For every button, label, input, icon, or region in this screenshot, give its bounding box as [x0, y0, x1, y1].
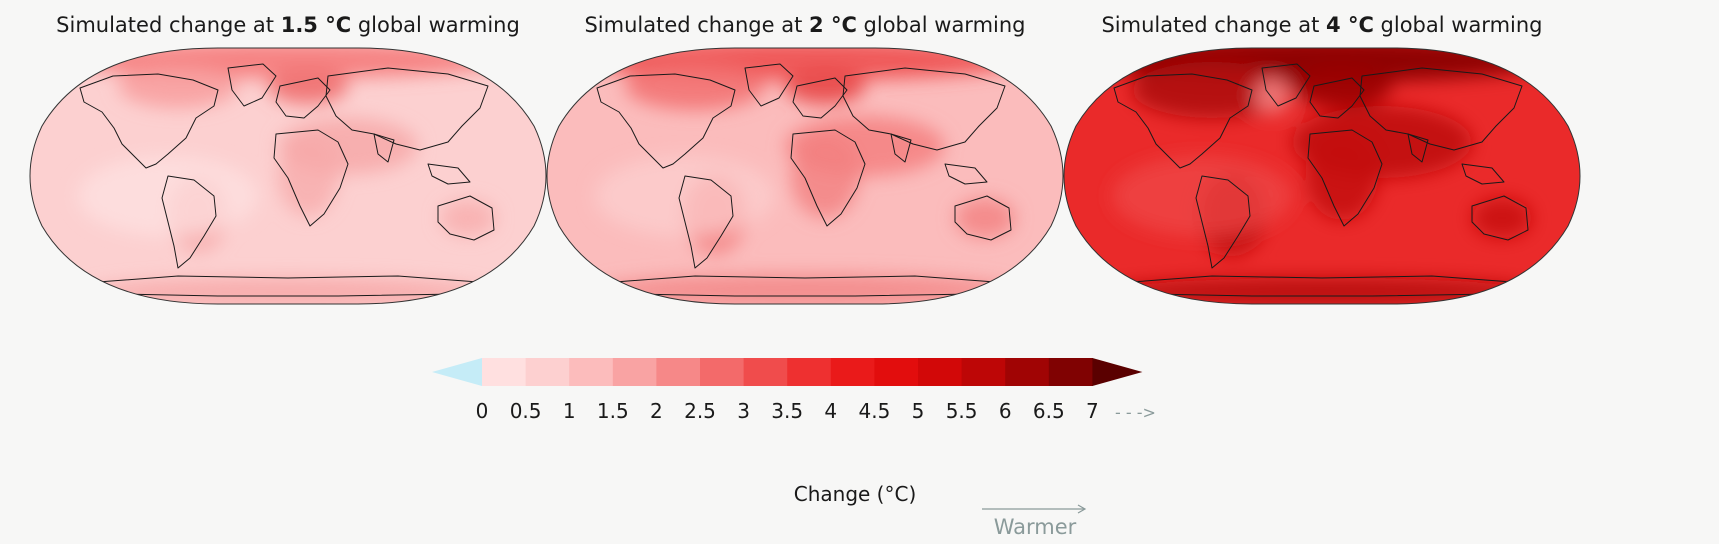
legend-color-segment [918, 358, 963, 386]
coastline [275, 77, 331, 119]
legend-tick-label: 1 [563, 399, 576, 423]
coastline [944, 163, 988, 185]
warming-region [1102, 278, 1542, 304]
coastline [1307, 129, 1383, 227]
coastline [273, 129, 349, 227]
map-panel-2c: Simulated change at 2 °C global warming [535, 0, 1075, 330]
legend-under-triangle [432, 358, 482, 386]
warmer-arrow-icon [982, 504, 1087, 514]
warming-region [1132, 62, 1292, 118]
legend-tick-label: 5 [912, 399, 925, 423]
legend-tick-label: 7 [1086, 399, 1099, 423]
warming-region [88, 278, 488, 304]
coastline [1261, 63, 1311, 107]
legend-tick-label: 3.5 [771, 399, 803, 423]
warming-region [1112, 156, 1292, 236]
legend-color-segment [656, 358, 701, 386]
warming-region [791, 134, 859, 218]
coastline [1407, 133, 1429, 163]
legend-axis-title: Change (°C) [793, 482, 917, 506]
map-border [546, 47, 1064, 305]
coastline [1471, 195, 1529, 241]
legend-tick-label: 0.5 [510, 399, 542, 423]
world-map [29, 47, 547, 305]
legend-color-segment [830, 358, 875, 386]
warming-region [625, 62, 765, 110]
legend-tick-label: 6.5 [1033, 399, 1065, 423]
warming-region [955, 198, 1015, 238]
coastline [792, 77, 848, 119]
coastline [678, 175, 734, 269]
coastline [437, 195, 495, 241]
legend-color-segment [700, 358, 745, 386]
coastline [890, 133, 912, 163]
coastline [596, 73, 736, 169]
panel-title: Simulated change at 4 °C global warming [1101, 13, 1543, 37]
legend-tick-label: 1.5 [597, 399, 629, 423]
warming-region [278, 136, 338, 216]
world-map [1063, 47, 1581, 305]
legend-color-segment [1048, 358, 1093, 386]
legend-tick-label: 4 [824, 399, 837, 423]
coastline [427, 163, 471, 185]
coastline [1113, 73, 1253, 169]
legend-tick-label: 6 [999, 399, 1012, 423]
legend-color-segment [1005, 358, 1050, 386]
warming-region [118, 64, 238, 108]
legend-color-segment [743, 358, 788, 386]
warmer-label: Warmer [993, 515, 1077, 539]
map-border [1063, 47, 1581, 305]
legend-tick-label: 4.5 [858, 399, 890, 423]
warming-region [595, 156, 775, 236]
coastline [227, 63, 277, 107]
temperature-field [30, 48, 546, 304]
coastline [1195, 175, 1251, 269]
warming-region [440, 200, 496, 236]
warming-region [1306, 132, 1378, 220]
legend-color-segment [787, 358, 832, 386]
coastline [744, 63, 794, 107]
legend-color-segment [874, 358, 919, 386]
coastline [79, 73, 219, 169]
legend-overflow-arrow: - - -> [1115, 403, 1156, 422]
coastline [954, 195, 1012, 241]
warming-region [1472, 198, 1532, 238]
coastline [1461, 163, 1505, 185]
coastline [373, 133, 395, 163]
warming-region [595, 274, 1015, 304]
map-panel-1-5c: Simulated change at 1.5 °C global warmin… [18, 0, 558, 330]
world-map [546, 47, 1064, 305]
legend-tick-label: 3 [737, 399, 750, 423]
warming-region [78, 156, 258, 236]
legend-over-triangle [1092, 358, 1143, 386]
legend-tick-label: 5.5 [946, 399, 978, 423]
legend-color-segment [569, 358, 614, 386]
legend-tick-label: 2 [650, 399, 663, 423]
legend-color-segment [612, 358, 657, 386]
coastline [842, 67, 1006, 151]
coastline [790, 129, 866, 227]
warmer-direction-label: Warmer [980, 503, 1090, 539]
legend-color-segment [525, 358, 570, 386]
panel-title: Simulated change at 2 °C global warming [584, 13, 1026, 37]
coastline [325, 67, 489, 151]
legend-color-segment [482, 358, 527, 386]
map-panel-4c: Simulated change at 4 °C global warming [1052, 0, 1592, 330]
legend-color-segment [961, 358, 1006, 386]
coastline [161, 175, 217, 269]
legend-tick-label: 0 [476, 399, 489, 423]
coastline [1359, 67, 1523, 151]
coastline [1309, 77, 1365, 119]
panel-title: Simulated change at 1.5 °C global warmin… [56, 13, 520, 37]
map-border [29, 47, 547, 305]
legend-tick-label: 2.5 [684, 399, 716, 423]
